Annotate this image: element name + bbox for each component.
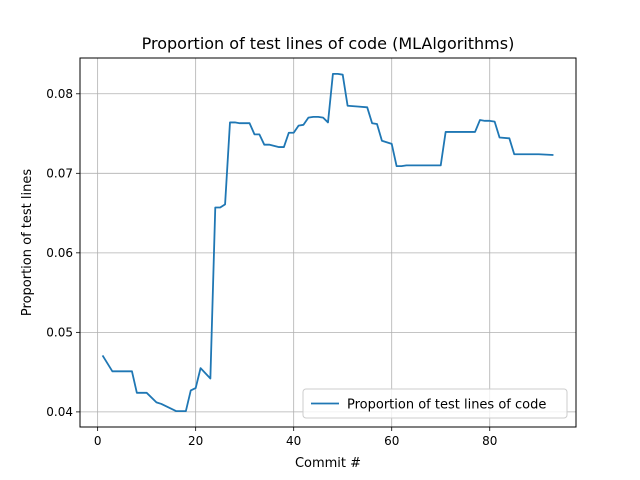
series-lines	[101, 73, 554, 412]
x-tick-label: 80	[482, 434, 497, 448]
y-tick-label: 0.05	[46, 325, 73, 339]
chart-title: Proportion of test lines of code (MLAlgo…	[142, 34, 515, 53]
x-tick-label: 20	[188, 434, 203, 448]
plot-area-frame	[79, 57, 577, 428]
legend: Proportion of test lines of code	[302, 388, 568, 419]
x-tick-label: 60	[384, 434, 399, 448]
series-line	[101, 73, 554, 412]
y-tick-label: 0.04	[46, 405, 73, 419]
y-tick-label: 0.06	[46, 246, 73, 260]
y-tick-label: 0.07	[46, 166, 73, 180]
x-axis-label: Commit #	[295, 456, 361, 471]
x-tick-label: 0	[94, 434, 102, 448]
y-axis-label: Proportion of test lines	[20, 169, 35, 316]
legend-box	[302, 388, 568, 419]
legend-entry-label: Proportion of test lines of code	[347, 398, 546, 413]
x-tick-label: 40	[286, 434, 301, 448]
y-tick-label: 0.08	[46, 87, 73, 101]
axis-ticks: 0 20 40 60 80 0.04 0.05 0.06 0.07 0.08	[46, 87, 497, 448]
